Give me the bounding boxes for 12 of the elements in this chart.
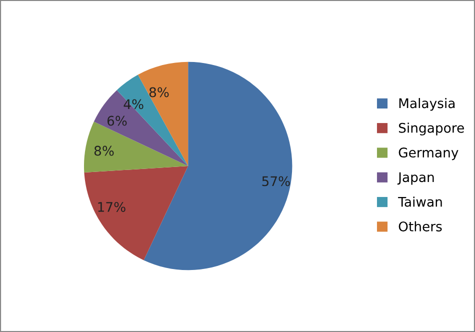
- data-label: 17%: [98, 202, 126, 212]
- legend-label: Others: [398, 221, 442, 232]
- legend-label: Singapore: [398, 122, 464, 136]
- data-label: 4%: [124, 99, 144, 110]
- legend-label: Malaysia: [399, 98, 455, 111]
- data-label: 8%: [94, 146, 114, 156]
- legend-label: Taiwan: [398, 196, 442, 207]
- data-label: 8%: [149, 87, 169, 98]
- data-label: 57%: [262, 176, 290, 186]
- legend-label: Germany: [398, 148, 458, 160]
- data-label: 6%: [107, 116, 127, 126]
- legend-label: Japan: [397, 172, 434, 185]
